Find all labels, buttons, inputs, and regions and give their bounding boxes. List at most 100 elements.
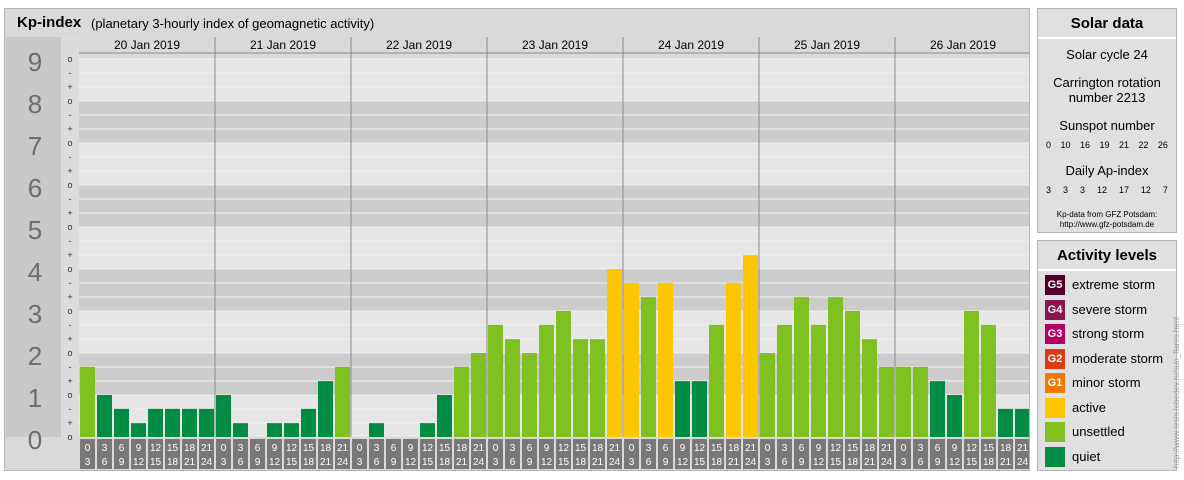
hour-start-label: 0 [901, 443, 907, 454]
hour-end-label: 12 [949, 457, 961, 468]
kp-chart: 0123456789o+o-+o-+o-+o-+o-+o-+o-+o-+o-20… [6, 37, 1029, 469]
hour-label-box [794, 439, 809, 469]
y-subtick-label: + [67, 124, 72, 134]
hour-start-label: 0 [221, 443, 227, 454]
kp-bar [556, 311, 571, 437]
kp-bar [318, 381, 333, 437]
kp-bar [471, 353, 486, 437]
band [79, 59, 1029, 101]
kp-bar [233, 423, 248, 437]
kp-bar [437, 395, 452, 437]
hour-start-label: 12 [558, 443, 570, 454]
hour-label-box [505, 439, 520, 469]
y-subtick-label: - [69, 236, 72, 246]
hour-start-label: 21 [609, 443, 621, 454]
hour-end-label: 15 [694, 457, 706, 468]
y-subtick-label: + [67, 82, 72, 92]
kp-bar [828, 297, 843, 437]
y-subtick-label: o [67, 54, 72, 64]
hour-start-label: 9 [952, 443, 958, 454]
hour-label-box [454, 439, 469, 469]
hour-start-label: 15 [167, 443, 179, 454]
hour-label-box [335, 439, 350, 469]
ap-index-value: 12 [1140, 185, 1151, 195]
hour-end-label: 24 [337, 457, 349, 468]
hour-start-label: 18 [592, 443, 604, 454]
hour-label-box [352, 439, 367, 469]
legend-swatch [1045, 446, 1065, 467]
hour-label-box [148, 439, 163, 469]
legend-label: severe storm [1072, 301, 1148, 317]
activity-levels-header: Activity levels [1038, 241, 1176, 271]
hour-label-box [896, 439, 911, 469]
hour-start-label: 3 [646, 443, 652, 454]
y-subtick-label: + [67, 166, 72, 176]
hour-start-label: 6 [527, 443, 533, 454]
hour-label-box [199, 439, 214, 469]
carrington-label: Carrington rotation [1053, 75, 1161, 90]
hour-label-box [301, 439, 316, 469]
y-tick-label: 6 [28, 173, 42, 203]
hour-end-label: 9 [935, 457, 941, 468]
hour-label-box [862, 439, 877, 469]
hour-label-box [250, 439, 265, 469]
hour-end-label: 6 [918, 457, 924, 468]
day-label: 20 Jan 2019 [114, 38, 180, 52]
hour-end-label: 21 [592, 457, 604, 468]
y-subtick-label: + [67, 292, 72, 302]
kp-bar [641, 297, 656, 437]
hour-label-box [267, 439, 282, 469]
band [79, 143, 1029, 185]
hour-end-label: 3 [493, 457, 499, 468]
hour-label-box [573, 439, 588, 469]
kp-bar [131, 423, 146, 437]
hour-end-label: 9 [799, 457, 805, 468]
hour-label-box [930, 439, 945, 469]
kp-bar [896, 366, 911, 437]
hour-label-box [1015, 439, 1029, 469]
hour-end-label: 18 [439, 457, 451, 468]
hour-end-label: 21 [728, 457, 740, 468]
hour-start-label: 18 [728, 443, 740, 454]
hour-end-label: 9 [663, 457, 669, 468]
band [79, 101, 1029, 143]
hour-start-label: 15 [983, 443, 995, 454]
y-subtick-label: - [69, 278, 72, 288]
band [79, 227, 1029, 269]
kp-bar [454, 366, 469, 437]
y-subtick-label: o [67, 138, 72, 148]
hour-label-box [777, 439, 792, 469]
kp-bar [947, 395, 962, 437]
hour-label-box [216, 439, 231, 469]
y-tick-label: 2 [28, 341, 42, 371]
legend-label: active [1072, 399, 1106, 415]
hour-start-label: 21 [201, 443, 213, 454]
hour-end-label: 15 [830, 457, 842, 468]
day-label: 26 Jan 2019 [930, 38, 996, 52]
y-subtick-label: - [69, 362, 72, 372]
hour-start-label: 12 [694, 443, 706, 454]
kp-bar [862, 339, 877, 437]
kp-bar [743, 255, 758, 437]
hour-end-label: 21 [1000, 457, 1012, 468]
kp-bar [80, 366, 95, 437]
hour-label-box [998, 439, 1013, 469]
y-tick-label: 3 [28, 299, 42, 329]
hour-end-label: 18 [711, 457, 723, 468]
kp-bar [709, 324, 724, 437]
carrington-number: number 2213 [1068, 90, 1146, 105]
y-tick-label: 7 [28, 131, 42, 161]
hour-start-label: 6 [255, 443, 261, 454]
hour-start-label: 9 [680, 443, 686, 454]
hour-label-box [318, 439, 333, 469]
hour-start-label: 21 [473, 443, 485, 454]
hour-end-label: 18 [575, 457, 587, 468]
band [79, 185, 1029, 227]
hour-end-label: 18 [167, 457, 179, 468]
hour-start-label: 15 [711, 443, 723, 454]
kp-bar [420, 423, 435, 437]
kp-bar [726, 282, 741, 437]
hour-end-label: 18 [303, 457, 315, 468]
hour-end-label: 24 [745, 457, 757, 468]
kp-bar [182, 408, 197, 437]
